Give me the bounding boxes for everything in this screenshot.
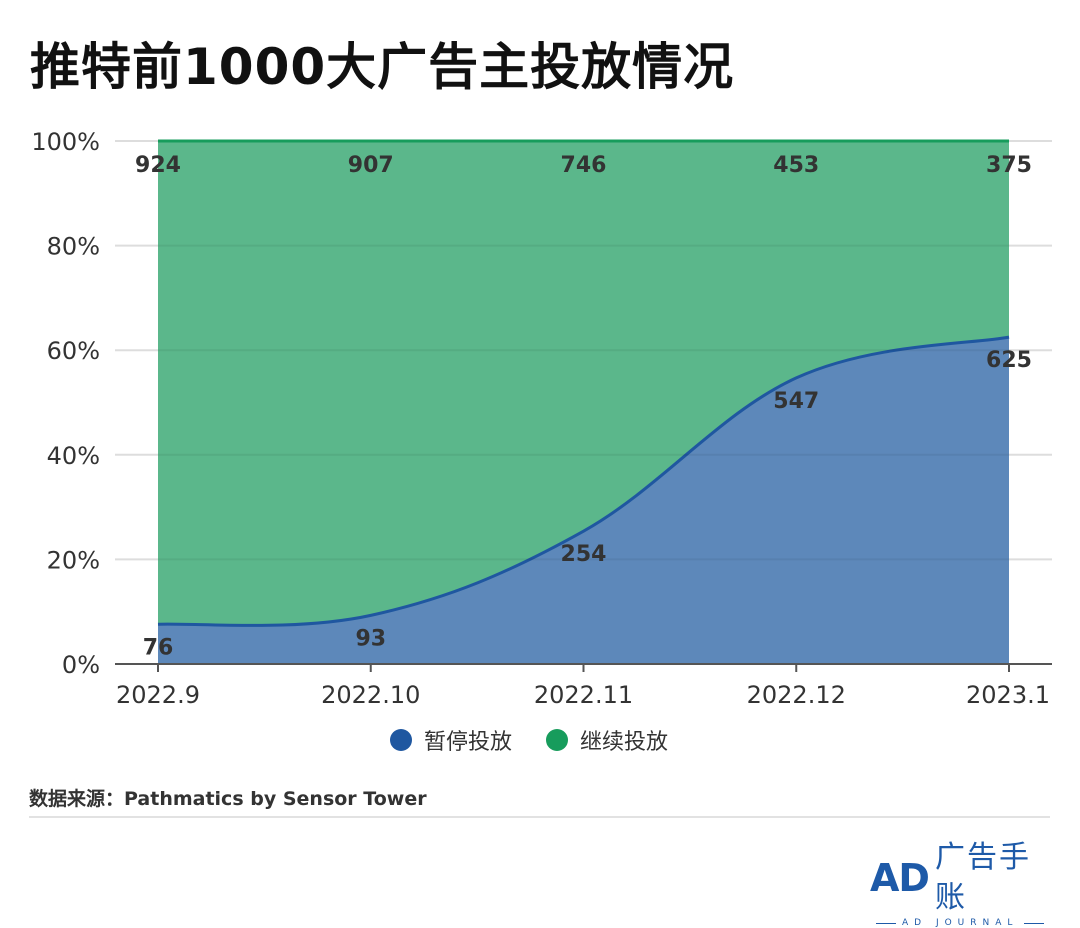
y-tick-label: 100% xyxy=(31,128,100,156)
y-tick-label: 60% xyxy=(47,337,100,365)
y-axis-labels: 0% 20% 40% 60% 80% 100% xyxy=(31,128,100,679)
data-source-note: 数据来源：Pathmatics by Sensor Tower xyxy=(29,788,427,810)
page-title: 推特前1000大广告主投放情况 xyxy=(30,38,735,96)
ad-journal-logo: AD 广告手账 AD JOURNAL xyxy=(870,838,1060,928)
legend-label: 暂停投放 xyxy=(424,730,513,755)
data-label-paused: 547 xyxy=(773,389,819,414)
data-label-paused: 93 xyxy=(355,626,386,651)
data-labels: 924 76 907 93 746 254 453 547 375 625 xyxy=(135,153,1032,660)
logo-rule-right xyxy=(1024,922,1045,924)
logo-name: 广告手账 xyxy=(934,840,1031,915)
legend-dot-icon xyxy=(546,729,569,751)
legend-item-paused[interactable]: 暂停投放 xyxy=(390,724,512,756)
y-tick-label: 20% xyxy=(47,546,100,574)
legend-label: 继续投放 xyxy=(580,730,669,755)
logo-mark: AD xyxy=(870,856,930,900)
data-label-paused: 625 xyxy=(986,348,1032,373)
y-tick-label: 40% xyxy=(47,442,100,470)
x-tick-label: 2022.11 xyxy=(534,681,633,709)
data-label-continued: 453 xyxy=(773,153,819,178)
chart-axes xyxy=(115,663,1052,672)
x-tick-label: 2023.1 xyxy=(966,681,1050,709)
data-label-paused: 76 xyxy=(143,635,174,660)
data-label-continued: 924 xyxy=(135,153,181,178)
legend-dot-icon xyxy=(390,729,412,751)
x-axis-labels: 2022.9 2022.10 2022.11 2022.12 2023.1 xyxy=(116,681,1050,709)
legend-item-continued[interactable]: 继续投放 xyxy=(546,724,668,756)
data-label-continued: 746 xyxy=(561,153,607,178)
x-tick-label: 2022.9 xyxy=(116,681,200,709)
chart-legend: 暂停投放 继续投放 xyxy=(390,724,702,756)
area-paused xyxy=(158,337,1009,664)
y-tick-label: 80% xyxy=(47,233,100,261)
data-label-paused: 254 xyxy=(561,542,607,567)
stacked-area-chart: 0%20%40%60%80%100% 2022.9 2022.10 2022.11 2… xyxy=(31,128,1052,709)
logo-subtitle: AD JOURNAL xyxy=(902,918,1019,928)
data-label-continued: 907 xyxy=(348,153,394,178)
logo-rule-left xyxy=(876,922,896,924)
y-tick-label: 0% xyxy=(62,651,100,679)
footer-divider xyxy=(29,816,1050,818)
chart-areas xyxy=(157,139,1010,664)
line-paused xyxy=(157,335,1010,627)
data-label-continued: 375 xyxy=(986,153,1032,178)
x-tick-label: 2022.10 xyxy=(321,681,420,709)
x-tick-label: 2022.12 xyxy=(747,681,846,709)
